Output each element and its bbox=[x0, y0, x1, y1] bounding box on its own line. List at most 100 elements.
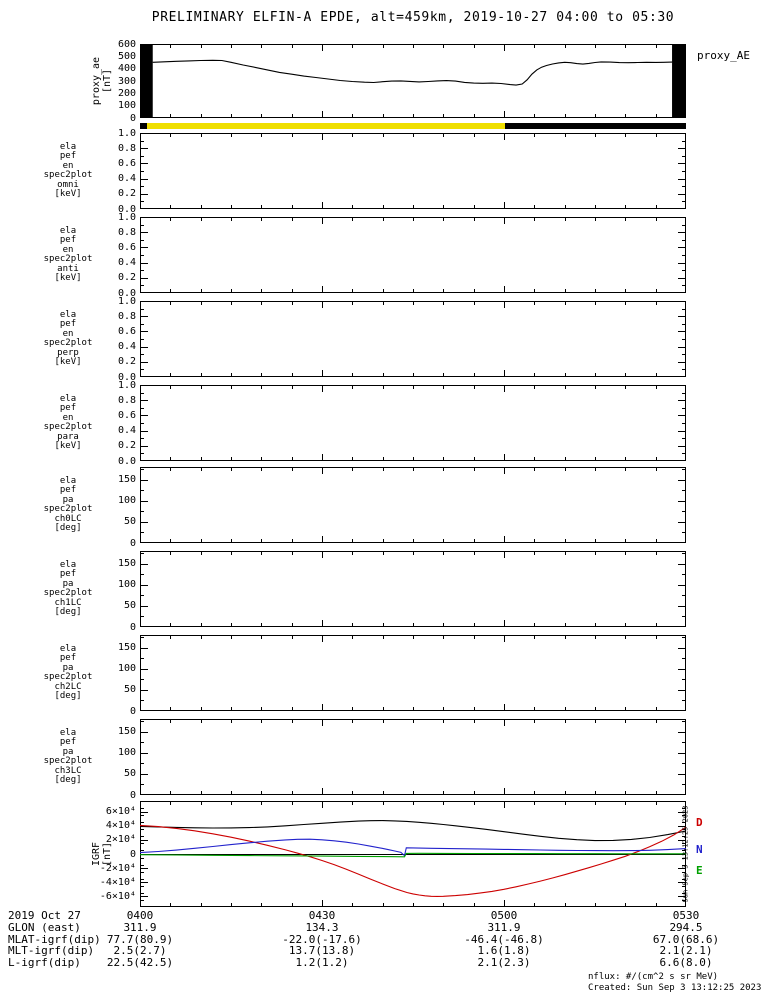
series-label-D: D bbox=[696, 816, 703, 830]
y-tick-label: 50 bbox=[123, 768, 136, 780]
x-tick-label: 0430 bbox=[308, 909, 336, 922]
y-tick-label: -4×10⁴ bbox=[99, 876, 136, 888]
footer-value: 1.6(1.8) bbox=[477, 944, 531, 957]
panel-en-spec-para bbox=[140, 385, 686, 461]
y-tick-label: 100 bbox=[117, 579, 136, 591]
y-tick-label: 0.6 bbox=[117, 241, 136, 253]
plot-svg bbox=[140, 719, 686, 795]
sunlight-bar bbox=[140, 123, 686, 129]
panel-proxy-ae bbox=[140, 44, 686, 118]
y-tick-label: 6×10⁴ bbox=[105, 806, 136, 818]
footer-value: 67.0(68.6) bbox=[652, 932, 720, 946]
footer-value: 13.7(13.8) bbox=[288, 944, 356, 957]
footer-value: 134.3 bbox=[305, 921, 339, 934]
series-Btotal bbox=[140, 820, 686, 842]
y-tick-label: 0.0 bbox=[117, 455, 136, 467]
y-axis-title-en-anti: ela pef en spec2plot anti [keV] bbox=[43, 225, 93, 283]
y-tick-label: 100 bbox=[117, 747, 136, 759]
y-axis-title-pa-ch1lc: ela pef pa spec2plot ch1LC [deg] bbox=[43, 559, 93, 617]
y-tick-label: 0.8 bbox=[117, 142, 136, 154]
footer-value: 22.5(42.5) bbox=[106, 955, 174, 969]
y-tick-label: 0.6 bbox=[117, 157, 136, 169]
y-tick-label: 0.0 bbox=[117, 371, 136, 383]
sunbar-segment bbox=[140, 123, 148, 129]
y-tick-label: -6×10⁴ bbox=[99, 890, 136, 902]
y-tick-label: 0.2 bbox=[117, 272, 136, 284]
footer-value: 6.6(8.0) bbox=[659, 955, 713, 969]
footer-value: -22.0(-17.6) bbox=[282, 932, 362, 946]
y-tick-label: 1.0 bbox=[117, 379, 136, 391]
y-tick-label: 0 bbox=[129, 537, 136, 549]
footer-row-label: L-igrf(dip) bbox=[8, 955, 81, 969]
panel-en-spec-perp bbox=[140, 301, 686, 377]
y-tick-label: 0.6 bbox=[117, 325, 136, 337]
footer-date-label: 2019 Oct 27 bbox=[8, 909, 81, 922]
y-tick-label: 2×10⁴ bbox=[105, 834, 136, 846]
y-tick-label: 0 bbox=[129, 621, 136, 633]
footer-value: 2.5(2.7) bbox=[113, 944, 167, 957]
plot-svg bbox=[140, 635, 686, 711]
created-note: Created: Sun Sep 3 13:12:25 2023 bbox=[588, 982, 762, 993]
y-tick-label: 0.2 bbox=[117, 440, 136, 452]
y-tick-label: 0.4 bbox=[117, 341, 136, 353]
y-tick-label: 150 bbox=[117, 642, 136, 654]
footer-value: 294.5 bbox=[669, 921, 703, 934]
y-tick-label: 50 bbox=[123, 600, 136, 612]
footer-value: 77.7(80.9) bbox=[106, 932, 174, 946]
plot-svg bbox=[140, 385, 686, 461]
x-tick-label: 0400 bbox=[126, 909, 154, 922]
y-tick-label: 0.4 bbox=[117, 257, 136, 269]
y-tick-label: 0.6 bbox=[117, 409, 136, 421]
y-axis-title-pa-ch3lc: ela pef pa spec2plot ch3LC [deg] bbox=[43, 727, 93, 785]
side-timestamp-text: Sun Sep 3 13:12:25 2023 bbox=[681, 805, 689, 903]
series-label-E: E bbox=[696, 863, 703, 877]
plot-svg bbox=[140, 801, 686, 907]
x-tick-label: 0500 bbox=[490, 909, 518, 922]
y-tick-label: 0 bbox=[129, 112, 136, 124]
y-tick-label: 0.2 bbox=[117, 356, 136, 368]
y-axis-title-en-perp: ela pef en spec2plot perp [keV] bbox=[43, 309, 93, 367]
series-N bbox=[140, 838, 686, 857]
footer-value: 1.2(1.2) bbox=[295, 955, 349, 969]
sunbar-segment bbox=[147, 123, 506, 129]
footer-value: -46.4(-46.8) bbox=[464, 932, 544, 946]
y-axis-title-pa-ch0lc: ela pef pa spec2plot ch0LC [deg] bbox=[43, 475, 93, 533]
y-tick-label: 300 bbox=[117, 75, 136, 87]
y-tick-label: 0 bbox=[129, 848, 136, 860]
plot-svg bbox=[140, 44, 686, 118]
y-tick-label: 150 bbox=[117, 474, 136, 486]
y-tick-label: 0 bbox=[129, 789, 136, 801]
footer-value: 311.9 bbox=[487, 921, 521, 934]
footer-value: 311.9 bbox=[123, 921, 157, 934]
y-tick-label: 100 bbox=[117, 663, 136, 675]
y-tick-label: 500 bbox=[117, 50, 136, 62]
panel-pa-spec-ch0lc bbox=[140, 467, 686, 543]
plot-svg bbox=[140, 467, 686, 543]
y-tick-label: 100 bbox=[117, 100, 136, 112]
plot-svg bbox=[140, 551, 686, 627]
panel-igrf bbox=[140, 801, 686, 907]
plot-svg bbox=[140, 133, 686, 209]
footer-value: 2.1(2.3) bbox=[477, 955, 531, 969]
y-tick-label: 0.4 bbox=[117, 425, 136, 437]
page-title: PRELIMINARY ELFIN-A EPDE, alt=459km, 201… bbox=[151, 10, 675, 25]
y-tick-label: 0.4 bbox=[117, 173, 136, 185]
series-E bbox=[140, 852, 686, 858]
series-proxy_AE bbox=[152, 59, 673, 86]
y-tick-label: 0.8 bbox=[117, 226, 136, 238]
y-tick-label: 0.0 bbox=[117, 287, 136, 299]
y-axis-title-en-omni: ela pef en spec2plot omni [keV] bbox=[43, 141, 93, 199]
y-tick-label: 50 bbox=[123, 684, 136, 696]
y-tick-label: 200 bbox=[117, 87, 136, 99]
plot-svg bbox=[140, 301, 686, 377]
y-tick-label: 400 bbox=[117, 63, 136, 75]
panel-pa-spec-ch2lc bbox=[140, 635, 686, 711]
y-tick-label: 0.0 bbox=[117, 203, 136, 215]
side-timestamp: Sun Sep 3 13:12:25 2023 bbox=[679, 801, 691, 907]
y-tick-label: 0.2 bbox=[117, 188, 136, 200]
series-label-N: N bbox=[696, 842, 703, 856]
y-tick-label: 1.0 bbox=[117, 127, 136, 139]
panel-en-spec-omni bbox=[140, 133, 686, 209]
y-tick-label: 4×10⁴ bbox=[105, 820, 136, 832]
panel-pa-spec-ch1lc bbox=[140, 551, 686, 627]
